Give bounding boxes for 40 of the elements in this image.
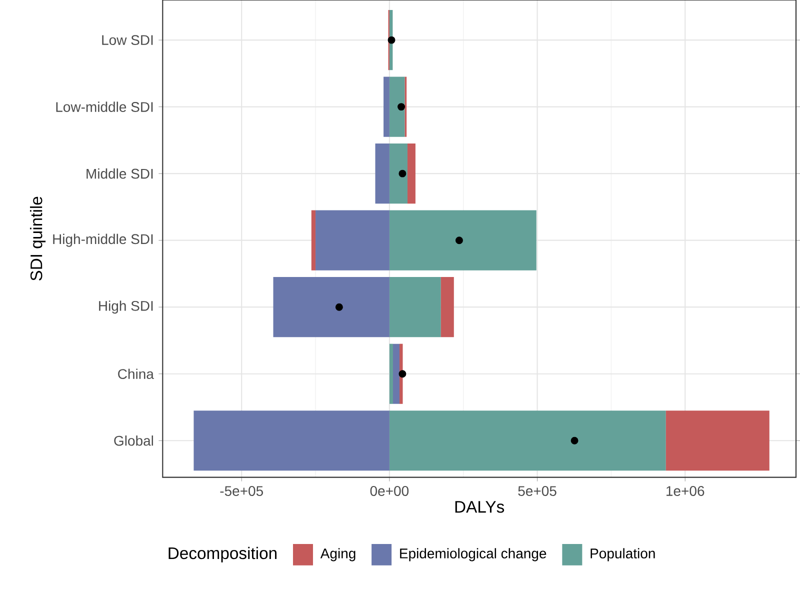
y-axis-title: SDI quintile <box>30 196 46 281</box>
y-tick-label: Low SDI <box>102 35 153 46</box>
y-tick-label: Global <box>114 435 154 446</box>
y-tick-label: China <box>118 368 154 380</box>
point <box>398 170 406 178</box>
y-tick-label: Middle SDI <box>86 168 153 179</box>
bar <box>389 277 441 338</box>
bar <box>273 277 390 338</box>
bar <box>666 410 770 471</box>
bar <box>194 410 390 471</box>
y-tick-label: High SDI <box>99 300 153 314</box>
point <box>398 370 406 378</box>
legend-label: Population <box>590 548 655 562</box>
x-axis-title: DALYs <box>455 501 504 513</box>
bar <box>392 344 400 404</box>
x-tick-label: -5e+05 <box>220 486 263 496</box>
x-tick-label: 1e+06 <box>666 486 704 496</box>
point <box>398 103 406 111</box>
bar <box>375 144 390 204</box>
bar <box>389 76 405 137</box>
bar <box>389 144 408 204</box>
x-tick-label: 5e+05 <box>518 486 556 496</box>
point <box>455 236 463 244</box>
y-tick-label: High-middle SDI <box>53 234 153 247</box>
bar <box>311 210 316 270</box>
legend-label: Aging <box>320 548 356 562</box>
bar <box>389 410 666 471</box>
bar <box>440 277 454 338</box>
bar <box>389 210 536 270</box>
bar <box>316 210 390 270</box>
bar <box>407 144 416 204</box>
bar <box>384 76 390 137</box>
x-tick-label: 0e+00 <box>370 486 409 496</box>
point <box>335 303 343 311</box>
point <box>388 36 396 44</box>
y-tick-label: Low-middle SDI <box>56 102 153 112</box>
legend-label: Epidemiological change <box>400 548 546 562</box>
legend-title: Decomposition <box>168 546 277 562</box>
bar <box>389 344 393 404</box>
point <box>570 436 578 444</box>
